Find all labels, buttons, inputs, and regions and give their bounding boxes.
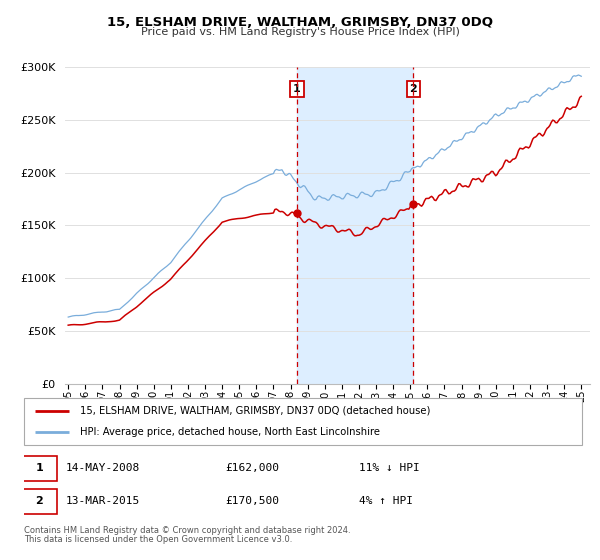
FancyBboxPatch shape <box>24 398 582 445</box>
Text: Contains HM Land Registry data © Crown copyright and database right 2024.: Contains HM Land Registry data © Crown c… <box>24 526 350 535</box>
FancyBboxPatch shape <box>21 489 58 514</box>
Text: 13-MAR-2015: 13-MAR-2015 <box>66 497 140 506</box>
FancyBboxPatch shape <box>21 456 58 481</box>
Text: 15, ELSHAM DRIVE, WALTHAM, GRIMSBY, DN37 0DQ: 15, ELSHAM DRIVE, WALTHAM, GRIMSBY, DN37… <box>107 16 493 29</box>
Text: £162,000: £162,000 <box>225 464 279 473</box>
Text: 2: 2 <box>35 497 43 506</box>
Text: 11% ↓ HPI: 11% ↓ HPI <box>359 464 419 473</box>
Text: £170,500: £170,500 <box>225 497 279 506</box>
Bar <box>297 67 413 384</box>
Text: 15, ELSHAM DRIVE, WALTHAM, GRIMSBY, DN37 0DQ (detached house): 15, ELSHAM DRIVE, WALTHAM, GRIMSBY, DN37… <box>80 406 430 416</box>
Text: 2: 2 <box>410 85 418 94</box>
Text: Price paid vs. HM Land Registry's House Price Index (HPI): Price paid vs. HM Land Registry's House … <box>140 27 460 37</box>
Text: 1: 1 <box>293 85 301 94</box>
Text: HPI: Average price, detached house, North East Lincolnshire: HPI: Average price, detached house, Nort… <box>80 427 380 437</box>
Text: 4% ↑ HPI: 4% ↑ HPI <box>359 497 413 506</box>
Text: 1: 1 <box>35 464 43 473</box>
Text: 14-MAY-2008: 14-MAY-2008 <box>66 464 140 473</box>
Text: This data is licensed under the Open Government Licence v3.0.: This data is licensed under the Open Gov… <box>24 534 292 544</box>
